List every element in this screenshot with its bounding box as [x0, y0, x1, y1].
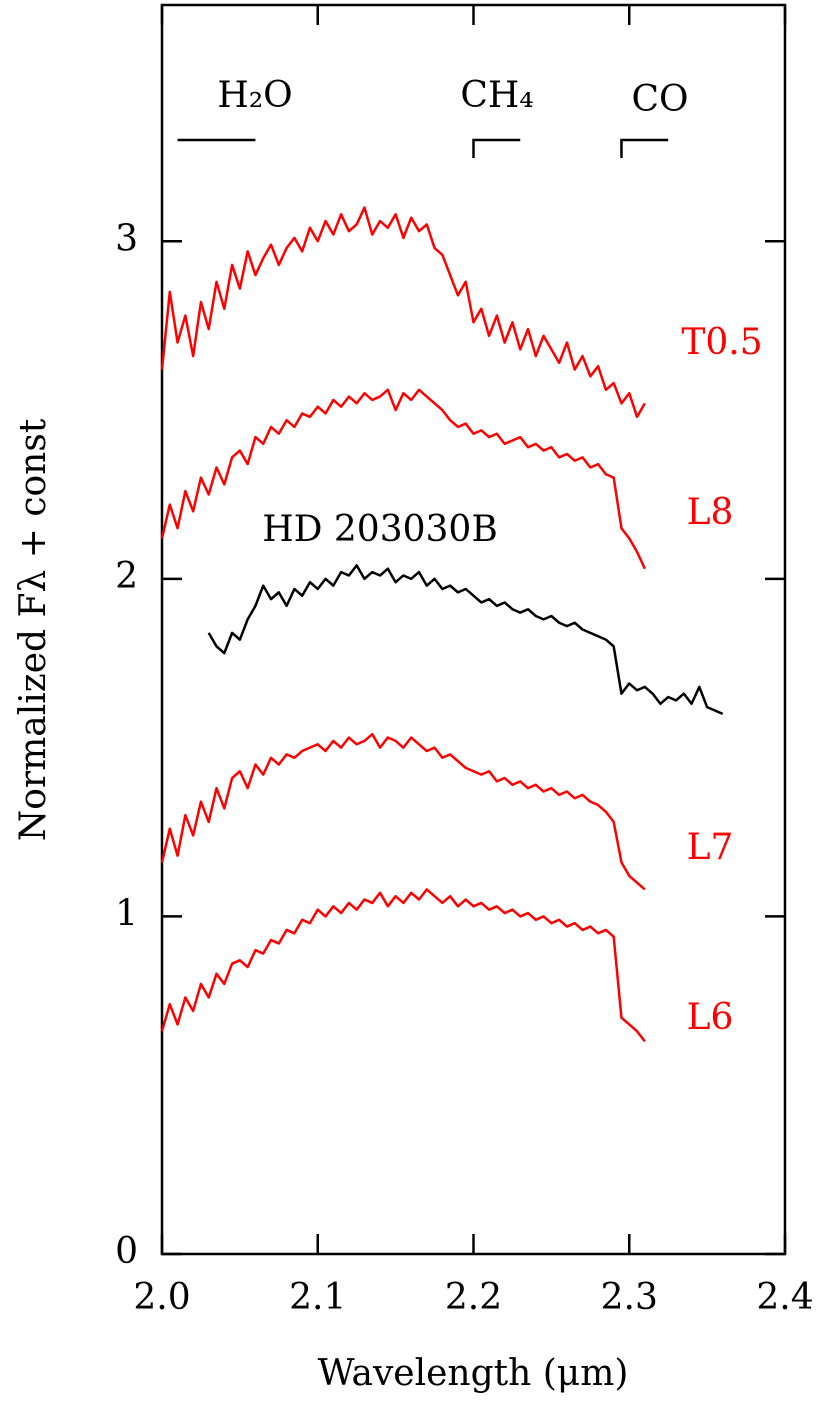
y-tick-label: 3: [115, 218, 138, 259]
spectrum-line: [207, 564, 724, 716]
spectrum-line: [160, 388, 646, 570]
series-label: L6: [687, 997, 734, 1038]
spectrum-line: [160, 888, 646, 1043]
series-label: L7: [687, 827, 734, 868]
x-tick-label: 2.1: [289, 1277, 346, 1318]
x-tick-label: 2.0: [133, 1277, 190, 1318]
feature-label: H₂O: [217, 75, 292, 116]
spectrum-line: [160, 206, 646, 419]
spectrum-line: [160, 732, 646, 891]
feature-bracket: [620, 138, 669, 159]
feature-label: CO: [631, 79, 688, 120]
plot-frame: [160, 3, 787, 1256]
y-tick-label: 1: [115, 893, 138, 934]
series-label: HD 203030B: [262, 509, 498, 550]
series-label: L8: [687, 492, 734, 533]
y-tick-label: 0: [115, 1231, 138, 1272]
y-tick-label: 2: [115, 556, 138, 597]
x-tick-label: 2.3: [601, 1277, 658, 1318]
y-axis-label: Normalized Fλ + const: [13, 418, 54, 841]
x-tick-label: 2.4: [756, 1277, 813, 1318]
feature-label: CH₄: [460, 75, 533, 116]
x-axis-label: Wavelength (μm): [318, 1353, 629, 1394]
x-tick-label: 2.2: [445, 1277, 502, 1318]
feature-bracket: [472, 138, 521, 159]
series-label: T0.5: [681, 322, 762, 363]
